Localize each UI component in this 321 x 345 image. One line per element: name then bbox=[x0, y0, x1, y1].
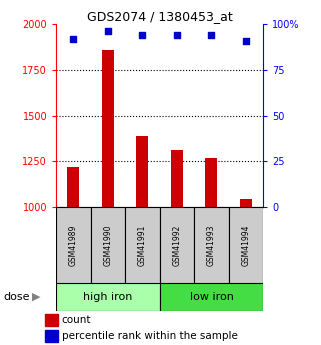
Bar bbox=[160, 207, 194, 283]
Text: GSM41991: GSM41991 bbox=[138, 224, 147, 266]
Text: percentile rank within the sample: percentile rank within the sample bbox=[62, 332, 238, 341]
Bar bbox=[229, 207, 263, 283]
Point bbox=[71, 36, 76, 41]
Point bbox=[105, 29, 110, 34]
Text: GSM41992: GSM41992 bbox=[172, 224, 181, 266]
Text: GSM41990: GSM41990 bbox=[103, 224, 112, 266]
Text: GSM41994: GSM41994 bbox=[241, 224, 250, 266]
Bar bbox=[194, 207, 229, 283]
Text: high iron: high iron bbox=[83, 292, 133, 302]
Point bbox=[174, 32, 179, 38]
Bar bbox=[136, 136, 149, 207]
Text: GSM41989: GSM41989 bbox=[69, 224, 78, 266]
Bar bbox=[160, 283, 263, 310]
Point bbox=[209, 32, 214, 38]
Bar bbox=[45, 314, 58, 326]
Bar bbox=[56, 207, 91, 283]
Bar bbox=[240, 199, 252, 207]
Bar bbox=[171, 150, 183, 207]
Point bbox=[140, 32, 145, 38]
Bar bbox=[102, 50, 114, 207]
Text: ▶: ▶ bbox=[32, 292, 40, 302]
Bar bbox=[56, 283, 160, 310]
Text: dose: dose bbox=[3, 292, 30, 302]
Bar bbox=[67, 167, 80, 207]
Text: GSM41993: GSM41993 bbox=[207, 224, 216, 266]
Title: GDS2074 / 1380453_at: GDS2074 / 1380453_at bbox=[87, 10, 233, 23]
Point bbox=[243, 38, 248, 43]
Text: count: count bbox=[62, 315, 91, 325]
Bar bbox=[91, 207, 125, 283]
Bar bbox=[45, 330, 58, 342]
Text: low iron: low iron bbox=[189, 292, 233, 302]
Bar bbox=[205, 158, 218, 207]
Bar bbox=[125, 207, 160, 283]
